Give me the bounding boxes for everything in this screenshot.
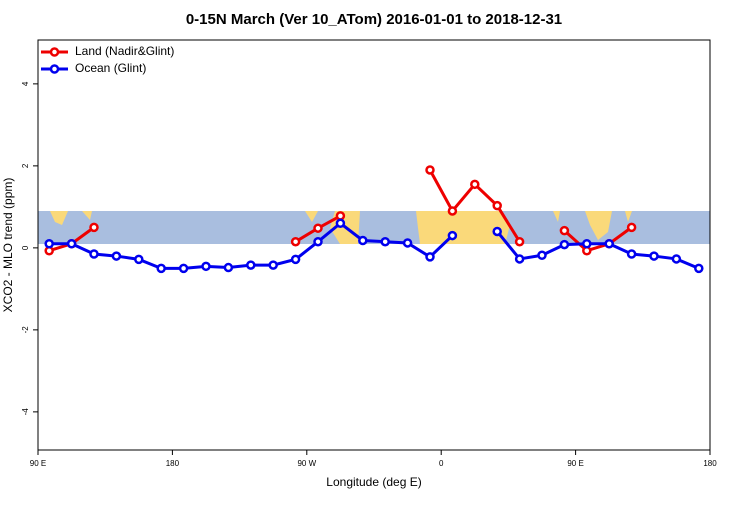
point xyxy=(425,252,435,262)
x-tick-label: 180 xyxy=(703,459,717,468)
point xyxy=(649,251,659,261)
y-tick-label: 2 xyxy=(21,163,30,168)
point xyxy=(290,254,301,265)
point xyxy=(671,254,682,264)
plot-frame xyxy=(37,39,711,451)
point xyxy=(201,261,211,272)
y-tick-label: 4 xyxy=(21,81,30,86)
point xyxy=(268,260,278,270)
y-tick-label: -2 xyxy=(21,326,30,334)
point xyxy=(626,249,637,259)
point xyxy=(246,260,256,270)
x-tick-label: 90 E xyxy=(30,459,46,468)
point xyxy=(559,239,570,250)
point xyxy=(223,262,234,273)
point xyxy=(402,238,413,248)
point xyxy=(89,222,99,233)
point xyxy=(470,179,480,190)
point xyxy=(89,249,99,259)
point xyxy=(44,239,54,249)
x-axis-label: Longitude (deg E) xyxy=(326,475,421,489)
point xyxy=(290,236,301,247)
point xyxy=(447,206,458,216)
point xyxy=(537,250,547,260)
point xyxy=(626,222,637,233)
point xyxy=(358,235,368,246)
chart-title: 0-15N March (Ver 10_ATom) 2016-01-01 to … xyxy=(186,11,562,28)
point xyxy=(313,223,323,233)
point xyxy=(335,218,346,229)
point xyxy=(492,226,502,237)
x-tick-label: 0 xyxy=(439,459,444,468)
point xyxy=(111,251,122,261)
x-tick-label: 90 E xyxy=(567,459,583,468)
point xyxy=(335,211,346,221)
point xyxy=(582,239,592,249)
point xyxy=(380,236,390,247)
map-strip xyxy=(38,211,710,244)
point xyxy=(134,254,144,265)
legend-label: Land (Nadir&Glint) xyxy=(75,44,174,58)
legend-marker xyxy=(49,64,60,74)
point xyxy=(492,200,502,211)
point xyxy=(514,254,525,264)
point xyxy=(604,239,614,249)
legend-label: Ocean (Glint) xyxy=(75,61,146,75)
point xyxy=(313,236,323,247)
point xyxy=(694,263,704,274)
y-axis-label: XCO2 - MLO trend (ppm) xyxy=(1,178,15,313)
y-tick-label: -4 xyxy=(21,408,30,416)
point xyxy=(447,230,458,241)
point xyxy=(66,239,77,249)
legend-marker xyxy=(49,47,60,57)
point xyxy=(559,225,570,236)
point xyxy=(156,263,166,274)
x-tick-label: 90 W xyxy=(297,459,316,468)
point xyxy=(178,263,189,274)
x-tick-label: 180 xyxy=(166,459,180,468)
point xyxy=(425,165,435,175)
point xyxy=(514,236,525,247)
y-tick-label: 0 xyxy=(21,245,30,250)
